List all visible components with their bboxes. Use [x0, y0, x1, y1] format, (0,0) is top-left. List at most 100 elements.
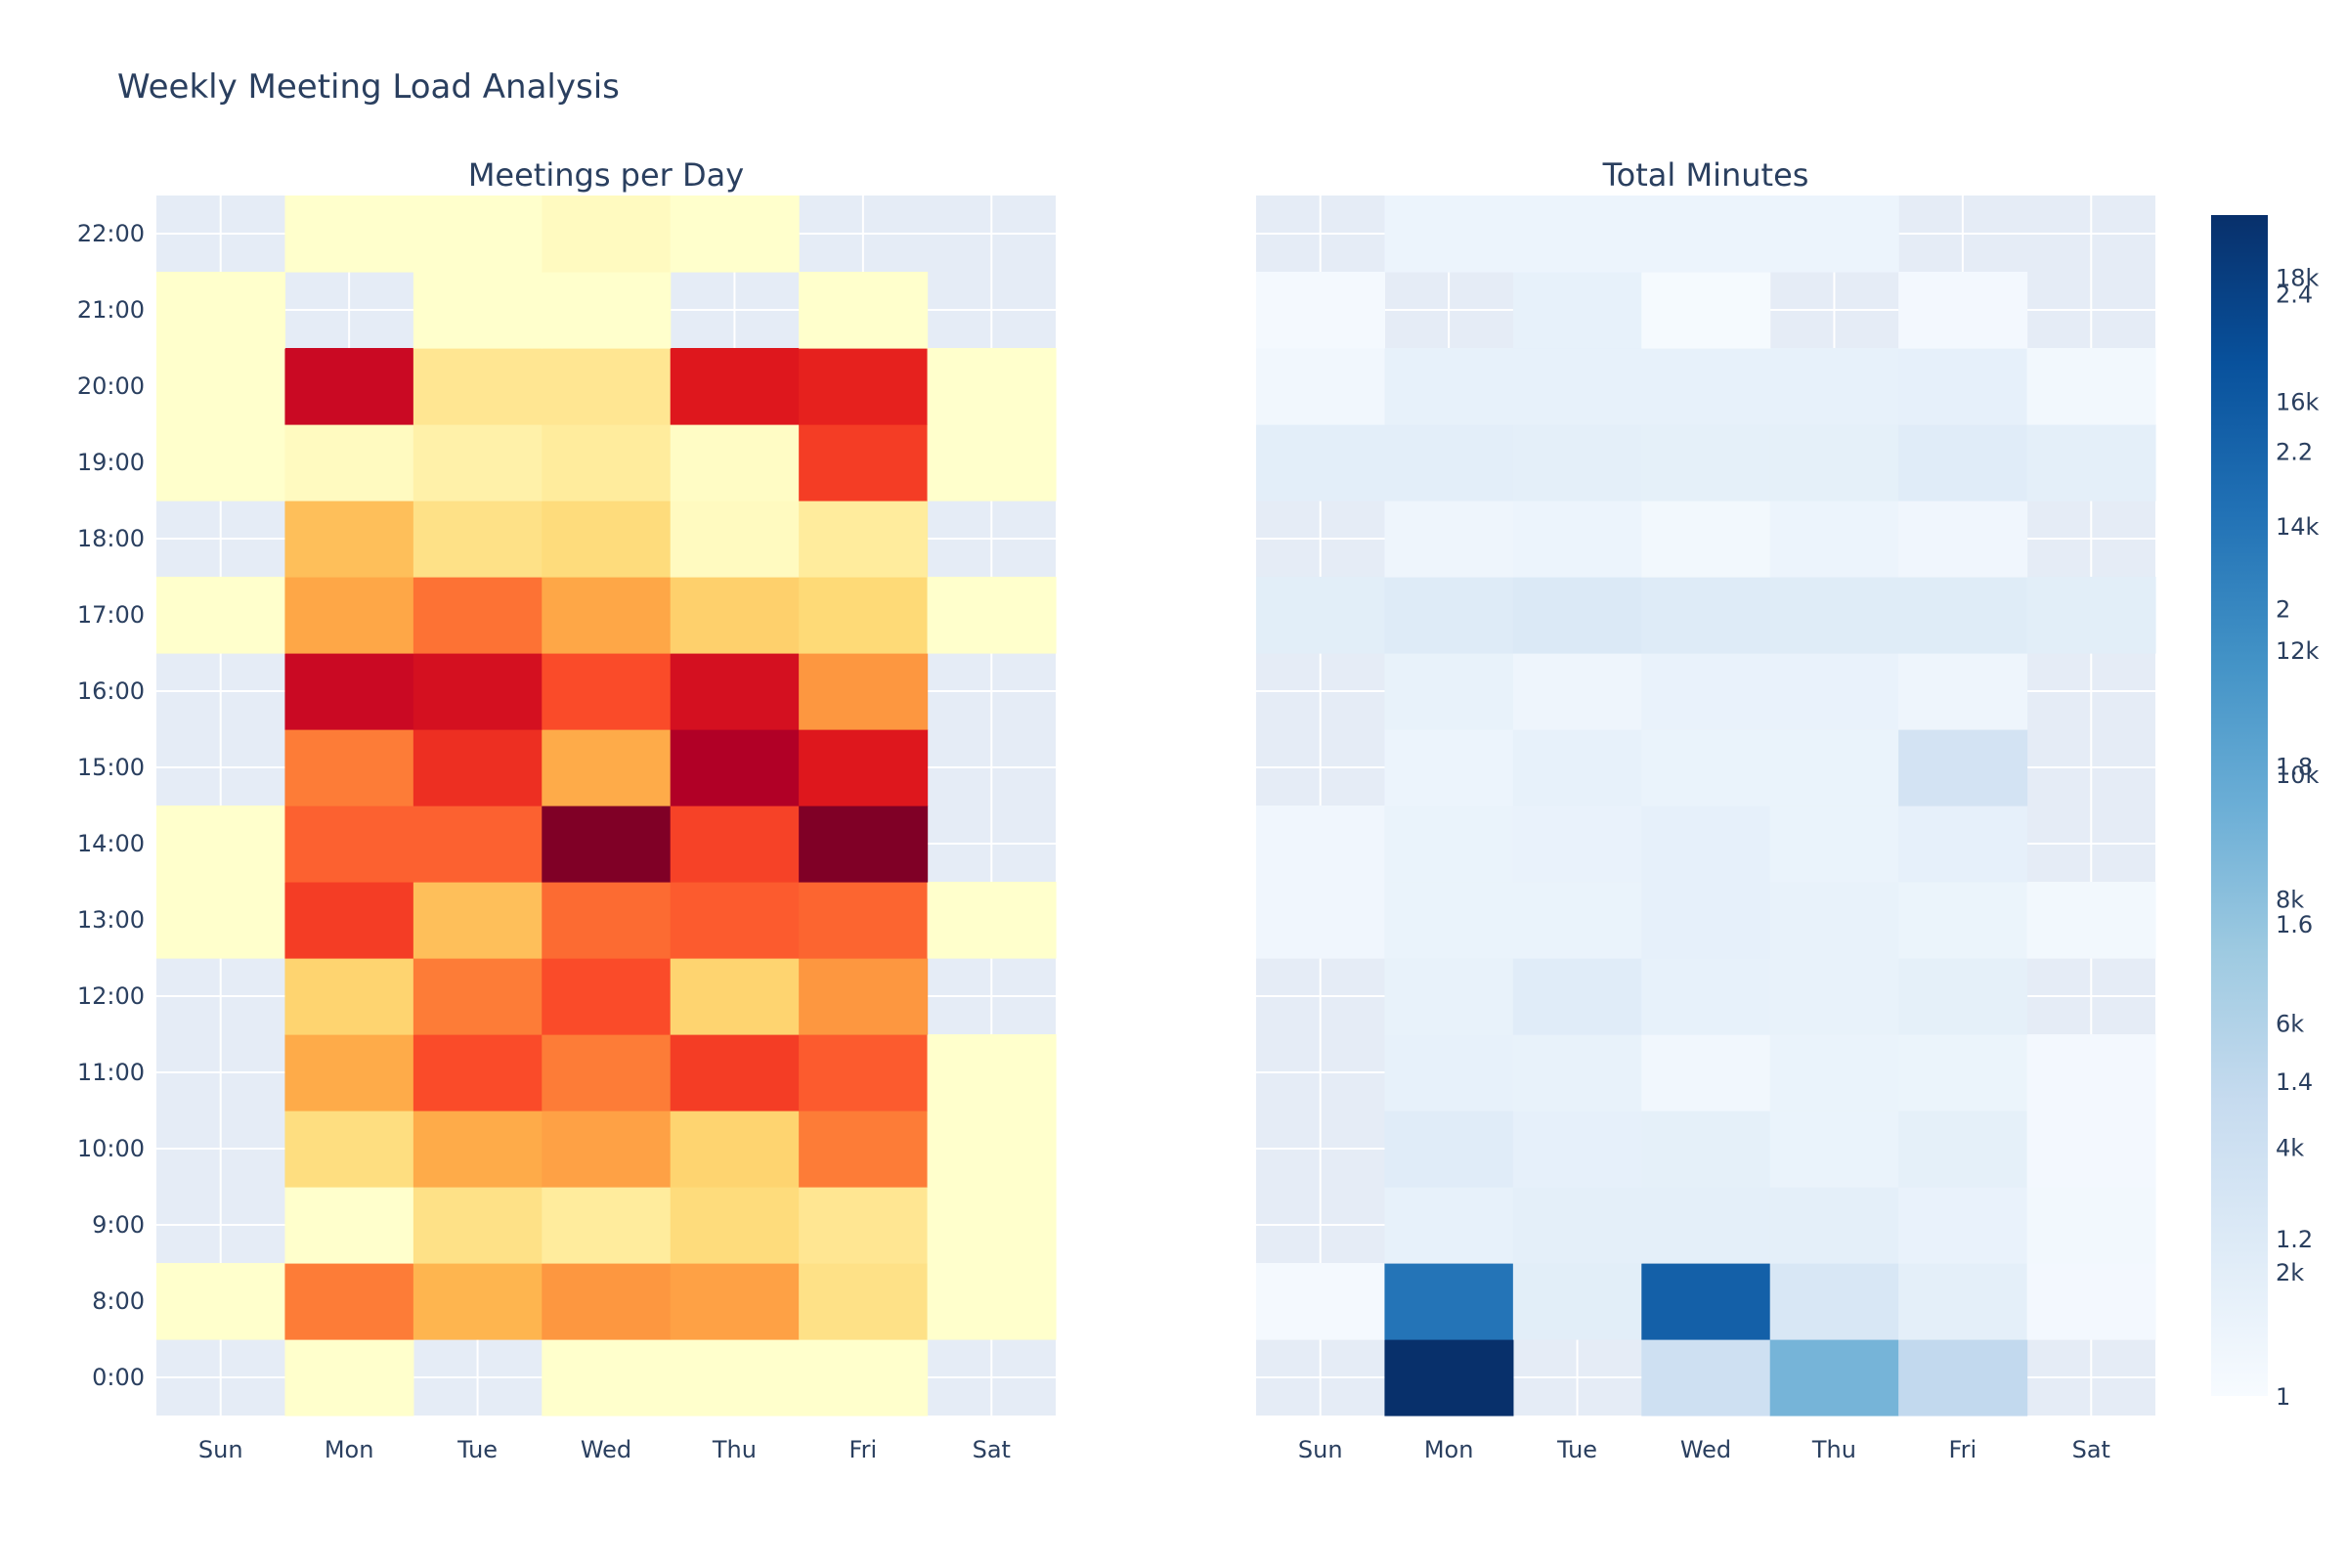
- heatmap-cell[interactable]: [799, 653, 929, 730]
- heatmap-cell[interactable]: [2026, 1111, 2156, 1188]
- heatmap-cell[interactable]: [1256, 424, 1386, 501]
- heatmap-cell[interactable]: [1512, 653, 1642, 730]
- heatmap-cell[interactable]: [2026, 1187, 2156, 1264]
- heatmap-cell[interactable]: [156, 806, 286, 883]
- heatmap-cell[interactable]: [670, 501, 800, 578]
- heatmap-cell[interactable]: [1641, 1339, 1771, 1416]
- heatmap-cell[interactable]: [670, 424, 800, 501]
- heatmap-cell[interactable]: [927, 348, 1057, 425]
- heatmap-cell[interactable]: [284, 1111, 414, 1188]
- heatmap-cell[interactable]: [670, 1263, 800, 1340]
- heatmap-cell[interactable]: [1384, 729, 1514, 806]
- heatmap-cell[interactable]: [2026, 348, 2156, 425]
- heatmap-cell[interactable]: [413, 424, 543, 501]
- heatmap-cell[interactable]: [1641, 424, 1771, 501]
- heatmap-cell[interactable]: [542, 348, 672, 425]
- heatmap-cell[interactable]: [1769, 653, 1899, 730]
- heatmap-cell[interactable]: [413, 653, 543, 730]
- heatmap-cell[interactable]: [1384, 1187, 1514, 1264]
- heatmap-cell[interactable]: [413, 1263, 543, 1340]
- heatmap-cell[interactable]: [1898, 653, 2028, 730]
- heatmap-cell[interactable]: [542, 1263, 672, 1340]
- heatmap-cell[interactable]: [413, 501, 543, 578]
- heatmap-cell[interactable]: [1641, 653, 1771, 730]
- heatmap-cell[interactable]: [1641, 1187, 1771, 1264]
- heatmap-cell[interactable]: [1512, 1034, 1642, 1111]
- heatmap-cell[interactable]: [799, 958, 929, 1035]
- heatmap-cell[interactable]: [1898, 1111, 2028, 1188]
- heatmap-cell[interactable]: [670, 348, 800, 425]
- heatmap-cell[interactable]: [542, 1187, 672, 1264]
- heatmap-cell[interactable]: [1641, 729, 1771, 806]
- heatmap-cell[interactable]: [542, 882, 672, 959]
- heatmap-cell[interactable]: [670, 1339, 800, 1416]
- heatmap-cell[interactable]: [542, 958, 672, 1035]
- heatmap-cell[interactable]: [799, 1187, 929, 1264]
- heatmap-cell[interactable]: [1641, 882, 1771, 959]
- heatmap-cell[interactable]: [799, 1111, 929, 1188]
- heatmap-cell[interactable]: [1898, 1263, 2028, 1340]
- heatmap-cell[interactable]: [1898, 272, 2028, 349]
- heatmap-cell[interactable]: [413, 806, 543, 883]
- heatmap-cell[interactable]: [1898, 348, 2028, 425]
- heatmap-cell[interactable]: [284, 806, 414, 883]
- heatmap-cell[interactable]: [1769, 501, 1899, 578]
- heatmap-cell[interactable]: [1256, 348, 1386, 425]
- heatmap-cell[interactable]: [413, 272, 543, 349]
- heatmap-cell[interactable]: [670, 1111, 800, 1188]
- heatmap-cell[interactable]: [156, 1263, 286, 1340]
- heatmap-cell[interactable]: [799, 1034, 929, 1111]
- heatmap-cell[interactable]: [1384, 1339, 1514, 1416]
- heatmap-cell[interactable]: [1898, 882, 2028, 959]
- heatmap-cell[interactable]: [1769, 1339, 1899, 1416]
- heatmap-cell[interactable]: [927, 1111, 1057, 1188]
- heatmap-cell[interactable]: [542, 424, 672, 501]
- heatmap-cell[interactable]: [1898, 1187, 2028, 1264]
- heatmap-cell[interactable]: [1512, 882, 1642, 959]
- heatmap-cell[interactable]: [799, 424, 929, 501]
- heatmap-cell[interactable]: [799, 729, 929, 806]
- heatmap-cell[interactable]: [670, 1187, 800, 1264]
- heatmap-cell[interactable]: [1769, 348, 1899, 425]
- heatmap-cell[interactable]: [542, 1339, 672, 1416]
- heatmap-cell[interactable]: [156, 348, 286, 425]
- heatmap-cell[interactable]: [670, 729, 800, 806]
- heatmap-cell[interactable]: [542, 1111, 672, 1188]
- heatmap-cell[interactable]: [1384, 424, 1514, 501]
- heatmap-cell[interactable]: [1512, 577, 1642, 654]
- heatmap-cell[interactable]: [1384, 958, 1514, 1035]
- heatmap-cell[interactable]: [156, 577, 286, 654]
- heatmap-cell[interactable]: [927, 1034, 1057, 1111]
- heatmap-cell[interactable]: [542, 577, 672, 654]
- heatmap-cell[interactable]: [2026, 1034, 2156, 1111]
- heatmap-cell[interactable]: [1256, 806, 1386, 883]
- heatmap-cell[interactable]: [1256, 272, 1386, 349]
- heatmap-cell[interactable]: [2026, 1263, 2156, 1340]
- heatmap-cell[interactable]: [284, 1187, 414, 1264]
- heatmap-cell[interactable]: [1898, 424, 2028, 501]
- heatmap-cell[interactable]: [1512, 501, 1642, 578]
- heatmap-cell[interactable]: [284, 501, 414, 578]
- heatmap-cell[interactable]: [284, 958, 414, 1035]
- heatmap-cell[interactable]: [799, 1339, 929, 1416]
- heatmap-cell[interactable]: [670, 653, 800, 730]
- heatmap-cell[interactable]: [1384, 653, 1514, 730]
- heatmap-cell[interactable]: [1384, 1111, 1514, 1188]
- heatmap-cell[interactable]: [413, 958, 543, 1035]
- heatmap-cell[interactable]: [1384, 196, 1514, 273]
- heatmap-cell[interactable]: [284, 653, 414, 730]
- heatmap-cell[interactable]: [1769, 958, 1899, 1035]
- heatmap-cell[interactable]: [1256, 577, 1386, 654]
- heatmap-cell[interactable]: [1898, 501, 2028, 578]
- heatmap-cell[interactable]: [927, 882, 1057, 959]
- heatmap-cell[interactable]: [284, 1339, 414, 1416]
- heatmap-cell[interactable]: [284, 882, 414, 959]
- heatmap-cell[interactable]: [670, 577, 800, 654]
- heatmap-cell[interactable]: [413, 348, 543, 425]
- heatmap-cell[interactable]: [156, 272, 286, 349]
- heatmap-cell[interactable]: [1641, 806, 1771, 883]
- heatmap-cell[interactable]: [156, 882, 286, 959]
- heatmap-cell[interactable]: [284, 348, 414, 425]
- heatmap-cell[interactable]: [1512, 348, 1642, 425]
- heatmap-cell[interactable]: [1512, 272, 1642, 349]
